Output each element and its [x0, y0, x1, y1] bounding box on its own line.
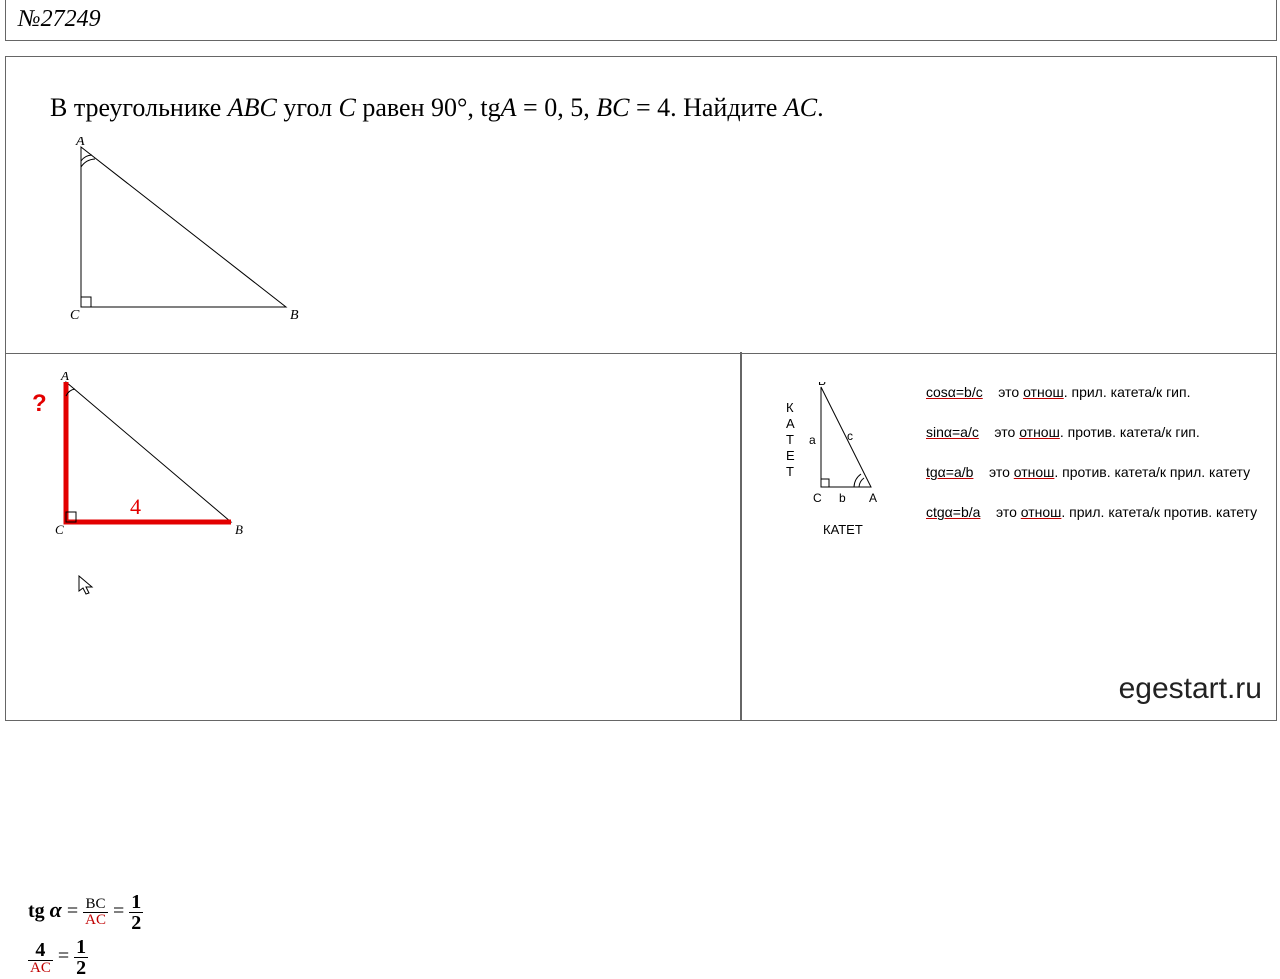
solution-box: A C B tg α = BC AC = 1 2 4 AC = 1 2 [5, 352, 742, 721]
problem-number: №27249 [18, 6, 101, 33]
ref-c-bot: C [813, 491, 822, 505]
ref-b-side: b [839, 491, 846, 505]
eq2: = [113, 900, 124, 922]
desc-underlined: отнош [1014, 464, 1055, 480]
frac-1-2: 1 2 [129, 892, 143, 933]
alpha: α [50, 897, 62, 922]
formula-row: sinα=a/c это отнош. против. катета/к гип… [926, 424, 1200, 440]
formula: cosα=b/c [926, 384, 983, 400]
sol-label-a: A [60, 372, 69, 383]
katet-letter: Т [786, 432, 795, 448]
desc-pre: это [989, 464, 1014, 480]
problem-triangle: A C B [66, 137, 306, 327]
equation-2: 4 AC = 1 2 [28, 937, 143, 978]
ptxt: В треугольнике [50, 93, 228, 122]
den-ac2: AC [28, 961, 53, 976]
ptxt4: = 0, 5, [517, 93, 597, 122]
label-c: C [70, 308, 80, 323]
question-mark-label: ? [32, 390, 47, 418]
frac-4-ac: 4 AC [28, 940, 53, 976]
tg: tg [28, 900, 50, 922]
c: C [339, 93, 356, 122]
desc-underlined: отнош [1019, 424, 1060, 440]
ac: AC [784, 93, 817, 122]
num-bc: BC [83, 897, 108, 913]
equation-1: tg α = BC AC = 1 2 [28, 892, 143, 933]
katet-letter: А [786, 416, 795, 432]
formula-row: ctgα=b/a это отнош. прил. катета/к проти… [926, 504, 1257, 520]
desc-underlined: отнош [1023, 384, 1064, 400]
formula: tgα=a/b [926, 464, 973, 480]
desc-pre: это [998, 384, 1023, 400]
formula: sinα=a/c [926, 424, 979, 440]
ptxt5: = 4. Найдите [629, 93, 783, 122]
problem-statement: В треугольнике ABC угол C равен 90°, tgA… [50, 93, 824, 123]
katet-letter: К [786, 400, 795, 416]
solution-triangle: A C B [51, 372, 251, 542]
reference-box: B a c C b A КАТЕТ КАТЕТ cosα=b/c это отн… [740, 352, 1277, 721]
ref-b-top: B [818, 382, 826, 388]
formula-row: tgα=a/b это отнош. против. катета/к прил… [926, 464, 1250, 480]
problem-box: В треугольнике ABC угол C равен 90°, tgA… [5, 56, 1277, 354]
label-a: A [75, 137, 85, 149]
a: A [501, 93, 517, 122]
sol-label-c: C [55, 522, 64, 537]
cursor-icon [78, 575, 96, 597]
ref-a-side: a [809, 433, 816, 447]
ptxt3: равен 90°, tg [356, 93, 501, 122]
reference-triangle: B a c C b A [791, 382, 881, 512]
katet-letter: Т [786, 464, 795, 480]
ref-a-bot: A [869, 491, 877, 505]
frac-bc-ac: BC AC [83, 897, 108, 928]
watermark: egestart.ru [1119, 672, 1262, 706]
den-ac: AC [83, 913, 108, 928]
frac-1-2b: 1 2 [74, 937, 88, 978]
desc-post: . прил. катета/к против. катету [1061, 504, 1257, 520]
desc-post: . против. катета/к гип. [1060, 424, 1200, 440]
num4: 4 [28, 940, 53, 961]
eq: = [62, 900, 78, 922]
side-4-label: 4 [130, 494, 141, 520]
desc-pre: это [996, 504, 1021, 520]
num1b: 1 [74, 937, 88, 958]
katet-horizontal: КАТЕТ [823, 522, 863, 537]
katet-letter: Е [786, 448, 795, 464]
formula-row: cosα=b/c это отнош. прил. катета/к гип. [926, 384, 1190, 400]
desc-pre: это [994, 424, 1019, 440]
desc-underlined: отнош [1021, 504, 1062, 520]
desc-post: . прил. катета/к гип. [1064, 384, 1191, 400]
katet-vertical: КАТЕТ [786, 400, 795, 480]
abc: ABC [228, 93, 277, 122]
den2: 2 [129, 913, 143, 933]
ref-c-hyp: c [847, 429, 853, 443]
bc: BC [596, 93, 629, 122]
header-bar: №27249 [5, 0, 1277, 41]
equation-block: tg α = BC AC = 1 2 4 AC = 1 2 [28, 892, 143, 978]
label-b: B [290, 308, 299, 323]
sol-label-b: B [235, 522, 243, 537]
ptxt6: . [817, 93, 824, 122]
den2b: 2 [74, 958, 88, 978]
formula: ctgα=b/a [926, 504, 980, 520]
eq3: = [58, 945, 69, 967]
ptxt2: угол [277, 93, 339, 122]
num1: 1 [129, 892, 143, 913]
desc-post: . против. катета/к прил. катету [1054, 464, 1250, 480]
